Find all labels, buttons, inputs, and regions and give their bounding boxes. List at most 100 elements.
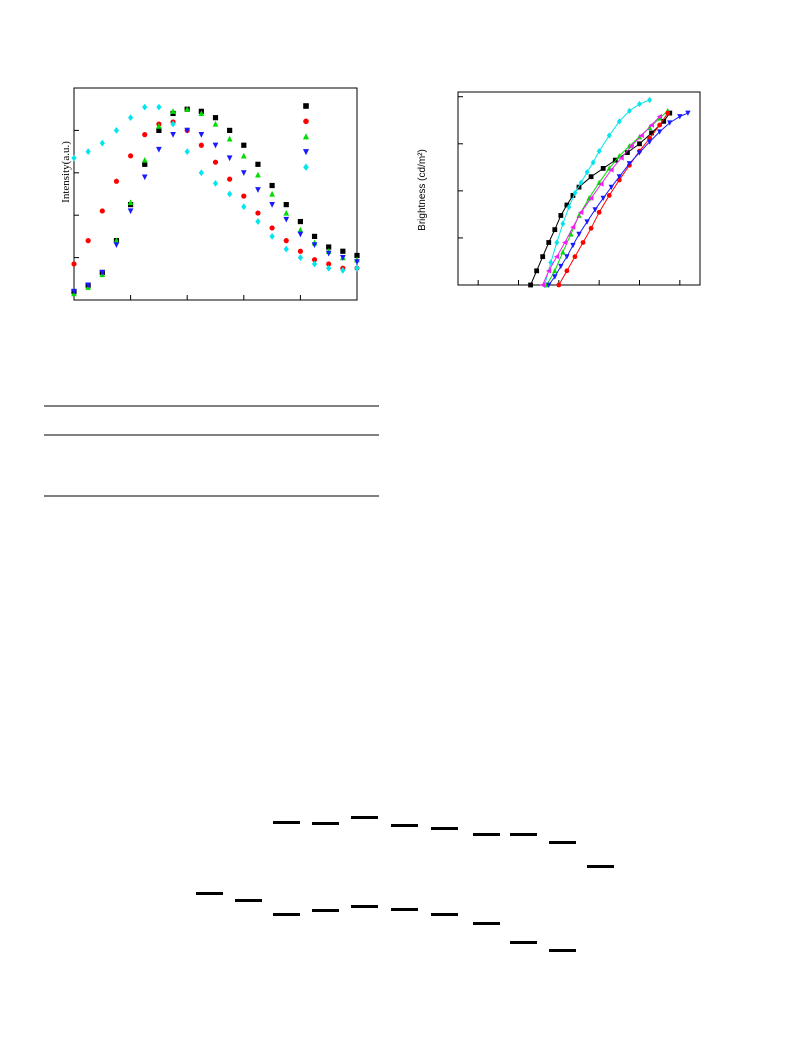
data-point [552, 274, 558, 280]
plot-frame [73, 87, 358, 301]
data-point [637, 141, 642, 147]
data-point [99, 269, 106, 276]
data-point [580, 240, 586, 245]
data-point [560, 220, 566, 227]
data-point [113, 237, 120, 244]
table [44, 405, 379, 497]
data-point [534, 268, 540, 274]
plot-frame [457, 91, 701, 286]
data-point [566, 204, 572, 211]
data-point [590, 159, 596, 166]
data-point [227, 190, 233, 198]
data-point [283, 216, 290, 223]
data-point [553, 254, 560, 260]
data-point [99, 208, 105, 214]
data-point [269, 190, 275, 197]
data-point [269, 233, 275, 240]
data-point [584, 169, 590, 176]
data-point [657, 122, 663, 128]
data-point [592, 207, 598, 213]
data-point [598, 181, 604, 187]
level [473, 922, 500, 925]
data-point [297, 231, 304, 238]
data-point [184, 148, 190, 155]
data-point [618, 155, 624, 161]
data-point [283, 209, 290, 216]
data-point [545, 268, 552, 274]
data-point [564, 202, 570, 208]
data-point [600, 195, 606, 202]
data-point [548, 259, 554, 266]
level [587, 865, 614, 868]
data-point [625, 150, 630, 155]
data-point [128, 153, 134, 159]
data-point [141, 174, 148, 181]
data-point [562, 239, 568, 246]
data-point [576, 231, 582, 238]
data-point [198, 132, 205, 138]
data-point [354, 252, 360, 259]
data-point [588, 195, 594, 201]
data-point [240, 170, 247, 176]
data-point [677, 114, 683, 120]
data-point [85, 238, 91, 244]
data-point [596, 147, 602, 155]
data-point [255, 210, 261, 216]
data-point [596, 209, 602, 215]
level [510, 833, 537, 836]
data-point [142, 103, 148, 111]
data-point [303, 118, 309, 125]
data-point [85, 148, 91, 155]
level-diagram [196, 816, 614, 952]
data-point [646, 139, 653, 145]
level [312, 822, 339, 825]
data-point [608, 184, 614, 191]
data-point [588, 225, 594, 231]
data-point [127, 208, 134, 215]
data-point [141, 156, 148, 163]
data-point [606, 193, 612, 198]
data-point [113, 178, 120, 184]
data-point [283, 238, 289, 244]
data-point [560, 249, 566, 255]
data-point [212, 180, 219, 187]
data-point [326, 264, 332, 272]
data-point [540, 254, 546, 260]
data-point [339, 255, 346, 261]
data-point [649, 130, 654, 136]
data-point [564, 268, 570, 274]
data-point [568, 231, 574, 237]
data-point [198, 142, 204, 148]
data-point [667, 120, 673, 126]
data-point [657, 115, 663, 121]
data-point [113, 242, 120, 248]
data-point [71, 154, 77, 162]
data-point [71, 288, 77, 295]
data-point [612, 157, 618, 163]
data-point [528, 282, 533, 288]
data-point [269, 225, 275, 231]
data-point [170, 132, 176, 138]
data-point [156, 123, 162, 129]
data-point [554, 239, 560, 246]
data-point [227, 176, 233, 182]
data-point [578, 179, 584, 186]
level [431, 827, 458, 830]
data-point [142, 132, 148, 138]
data-point [184, 106, 191, 112]
data-point [241, 142, 247, 148]
data-point [556, 282, 562, 288]
data-point [685, 110, 691, 116]
data-point [128, 114, 134, 122]
data-point [212, 120, 219, 127]
level [391, 824, 418, 827]
data-point [326, 261, 332, 267]
data-point [297, 226, 304, 233]
data-point [325, 250, 332, 257]
data-point [156, 103, 162, 111]
data-point [283, 245, 289, 253]
data-point [227, 127, 233, 133]
data-point [578, 209, 584, 215]
data-point [576, 184, 582, 190]
